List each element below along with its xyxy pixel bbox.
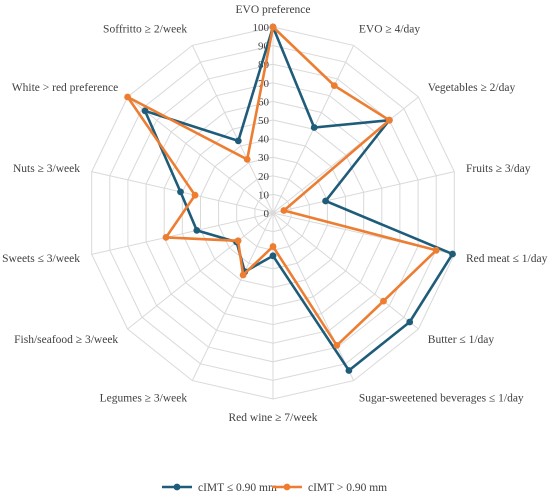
series-2-point (234, 237, 242, 245)
category-label: Sugar-sweetened beverages ≤ 1/day (359, 392, 524, 404)
category-label: Butter ≤ 1/day (428, 334, 495, 346)
legend-label-2: cIMT > 0.90 mm (308, 482, 387, 494)
category-label: Nuts ≥ 3/week (13, 163, 80, 175)
series-1-point (406, 318, 414, 326)
category-label: Legumes ≥ 3/week (100, 392, 188, 404)
series-1-point (449, 250, 456, 258)
series-2-point (333, 342, 341, 349)
radial-tick-label: 70 (258, 78, 270, 90)
series-2-point (280, 207, 288, 214)
grid-spoke (191, 45, 274, 214)
radial-tick-label: 0 (264, 208, 270, 220)
tick-layer: 0 10 20 30 40 50 60 70 80 90 100 (253, 22, 270, 220)
series-2-point (269, 243, 277, 250)
grid-spoke (127, 212, 274, 330)
grid-spoke (91, 212, 274, 255)
grid-spoke (272, 171, 455, 214)
radial-tick-label: 40 (258, 134, 270, 146)
legend-marker-2 (283, 483, 291, 491)
category-label: Red meat ≤ 1/day (466, 253, 548, 265)
radial-tick-label: 90 (258, 41, 270, 53)
category-label: Fruits ≥ 3/day (466, 163, 531, 175)
series-2-point (162, 234, 170, 241)
category-label: Red wine ≥ 7/week (228, 412, 317, 424)
legend-marker-1 (173, 483, 181, 491)
radial-tick-label: 80 (258, 59, 270, 71)
series-2-point (191, 191, 199, 199)
legend: cIMT ≤ 0.90 mm cIMT > 0.90 mm (162, 482, 387, 494)
grid-spoke (127, 96, 274, 214)
series-1-point (141, 107, 149, 115)
series-1-point (269, 252, 277, 260)
series-2-point (432, 246, 440, 254)
series-1-point (322, 197, 329, 205)
category-label: Fish/seafood ≥ 3/week (14, 334, 118, 346)
series-1-point (234, 137, 242, 145)
category-label: EVO ≥ 4/day (359, 24, 420, 36)
category-label: Soffritto ≥ 2/week (103, 24, 187, 36)
radial-tick-label: 10 (258, 189, 270, 201)
category-label: EVO preference (235, 4, 310, 16)
series-1-point (345, 367, 353, 374)
grid-spoke (272, 96, 419, 214)
series-layer (124, 23, 456, 374)
category-label: Sweets ≤ 3/week (2, 253, 80, 265)
grid-spoke (272, 212, 419, 330)
series-1-point (310, 124, 318, 131)
series-2-point (243, 156, 251, 163)
series-2-point (385, 116, 393, 124)
series-1-point (193, 227, 201, 234)
radial-tick-label: 50 (258, 115, 270, 127)
series-1-point (177, 188, 184, 196)
grid-spoke (191, 212, 274, 381)
category-label: White > red preference (12, 82, 118, 94)
radial-tick-label: 30 (258, 152, 270, 164)
radial-tick-label: 60 (258, 96, 270, 108)
series-2-point (124, 93, 131, 101)
legend-label-1: cIMT ≤ 0.90 mm (198, 482, 277, 494)
category-label: Vegetables ≥ 2/day (428, 82, 516, 94)
radial-tick-label: 100 (253, 22, 270, 34)
series-2-point (239, 271, 247, 279)
radial-tick-label: 20 (258, 171, 270, 183)
series-2-point (380, 297, 387, 305)
category-labels: EVO preference EVO ≥ 4/day Vegetables ≥ 2/… (2, 4, 547, 424)
series-2-point (330, 82, 338, 89)
grid-spoke (272, 212, 355, 381)
series-2-point (269, 23, 277, 31)
grid-layer (91, 26, 455, 400)
